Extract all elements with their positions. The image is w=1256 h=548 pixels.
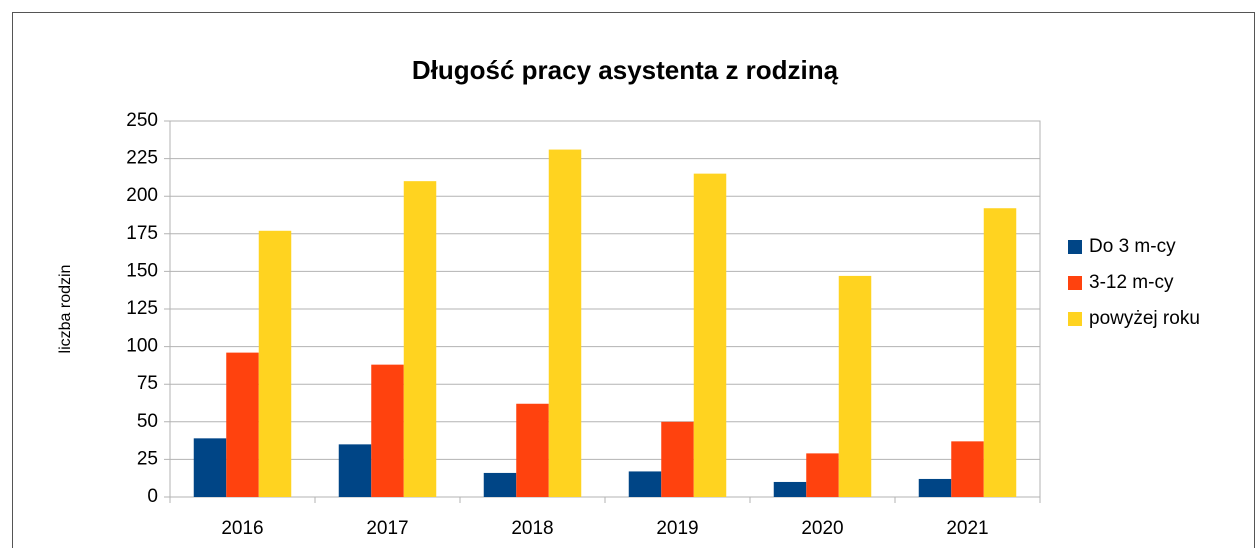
bar	[516, 403, 549, 497]
bar	[226, 352, 259, 497]
y-tick-label: 200	[126, 185, 158, 206]
bar	[773, 481, 807, 497]
bar	[983, 208, 1017, 497]
chart-title: Długość pracy asystenta z rodziną	[412, 55, 839, 85]
bar	[918, 478, 952, 497]
y-tick-label: 175	[126, 223, 158, 244]
bar	[483, 472, 517, 497]
y-axis-label: liczba rodzin	[57, 265, 74, 354]
y-tick-label: 100	[126, 336, 158, 357]
bar	[258, 230, 292, 498]
bar	[693, 173, 727, 497]
y-tick-label: 75	[137, 373, 158, 394]
bar	[838, 275, 872, 497]
y-tick-label: 50	[137, 411, 158, 432]
x-tick-label: 2018	[511, 518, 553, 539]
y-tick-label: 25	[137, 448, 158, 469]
bar	[951, 441, 984, 497]
legend-label: Do 3 m-cy	[1089, 236, 1176, 257]
legend-swatch	[1068, 312, 1082, 326]
bar	[628, 471, 662, 497]
y-tick-label: 125	[126, 298, 158, 319]
x-tick-label: 2019	[656, 518, 698, 539]
y-tick-label: 150	[126, 260, 158, 281]
legend-swatch	[1068, 240, 1082, 254]
bar	[338, 444, 372, 497]
y-tick-label: 250	[126, 110, 158, 131]
y-tick-label: 225	[126, 148, 158, 169]
bar	[371, 364, 404, 497]
x-tick-label: 2021	[946, 518, 988, 539]
legend-label: 3-12 m-cy	[1089, 272, 1174, 293]
x-tick-label: 2016	[221, 518, 263, 539]
bar	[661, 421, 694, 497]
bar	[806, 453, 839, 497]
legend-swatch	[1068, 276, 1082, 290]
legend-label: powyżej roku	[1089, 308, 1200, 329]
bar	[193, 438, 227, 497]
bar	[548, 149, 582, 498]
x-tick-label: 2017	[366, 518, 408, 539]
bar	[403, 181, 437, 497]
y-tick-label: 0	[147, 486, 158, 507]
x-tick-label: 2020	[801, 518, 843, 539]
